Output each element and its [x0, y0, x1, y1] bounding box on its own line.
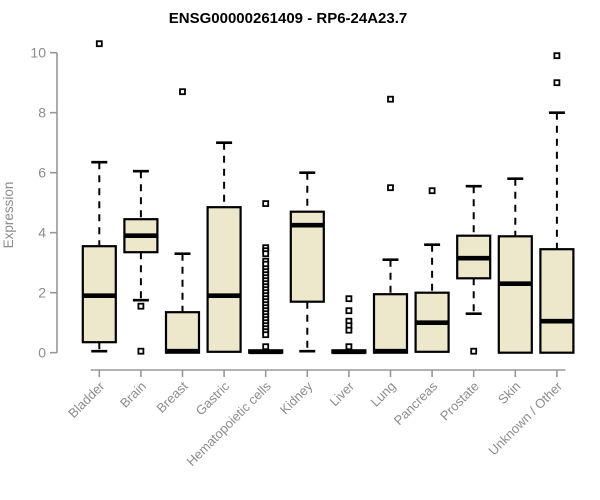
outlier-point — [387, 184, 394, 192]
x-category-label-unknown-other: Unknown / Other — [485, 378, 565, 458]
x-category-label-breast: Breast — [153, 378, 190, 415]
chart-title: ENSG00000261409 - RP6-24A23.7 — [169, 10, 408, 27]
boxplot-bladder — [81, 40, 117, 353]
box-rect — [164, 311, 201, 354]
x-category-label-gastric: Gastric — [193, 378, 233, 418]
box-rect — [372, 293, 409, 354]
outlier-point — [137, 347, 145, 355]
y-tick-label: 6 — [38, 165, 46, 181]
boxplot-gastric — [206, 141, 242, 353]
boxplot-kidney — [289, 171, 325, 353]
boxplot-lung — [372, 95, 409, 354]
outlier-point — [345, 295, 353, 303]
x-category-label-kidney: Kidney — [277, 378, 316, 417]
boxplot-breast — [164, 88, 201, 354]
outlier-point — [262, 343, 270, 351]
outlier-point — [345, 343, 353, 351]
y-axis-title: Expression — [1, 182, 16, 249]
outlier-point — [553, 52, 561, 60]
boxplot-brain — [123, 169, 159, 355]
x-category-label-brain: Brain — [117, 379, 149, 411]
boxplot-hematopoietic-cells — [248, 200, 284, 355]
box-rect — [497, 235, 533, 354]
boxplot-unknown-other — [539, 52, 575, 354]
outlier-point — [95, 40, 103, 48]
x-category-label-bladder: Bladder — [65, 378, 108, 421]
x-category-label-liver: Liver — [326, 378, 357, 409]
outlier-point — [470, 347, 478, 355]
y-tick-label: 0 — [38, 345, 46, 361]
outlier-point — [179, 88, 186, 96]
outlier-point — [387, 95, 394, 103]
boxplot-skin — [497, 177, 533, 354]
outlier-point — [428, 187, 436, 195]
boxplot-liver — [331, 295, 367, 355]
outlier-point — [262, 250, 270, 258]
x-category-label-lung: Lung — [368, 379, 399, 410]
x-category-label-pancreas: Pancreas — [391, 378, 441, 428]
outlier-point — [262, 200, 270, 208]
boxplot-prostate — [456, 184, 492, 355]
y-tick-label: 2 — [38, 285, 46, 301]
box-rect — [206, 206, 242, 353]
outlier-point — [345, 326, 353, 334]
outlier-point — [137, 302, 145, 310]
y-tick-label: 8 — [38, 105, 46, 121]
x-category-label-prostate: Prostate — [437, 379, 482, 424]
outlier-point — [553, 79, 561, 87]
y-tick-label: 10 — [30, 45, 46, 61]
outlier-point — [262, 331, 270, 339]
boxplot-pancreas — [414, 187, 450, 353]
y-tick-label: 4 — [38, 225, 46, 241]
outlier-point — [345, 307, 353, 315]
x-category-label-skin: Skin — [495, 379, 523, 407]
box-rect — [539, 248, 575, 354]
